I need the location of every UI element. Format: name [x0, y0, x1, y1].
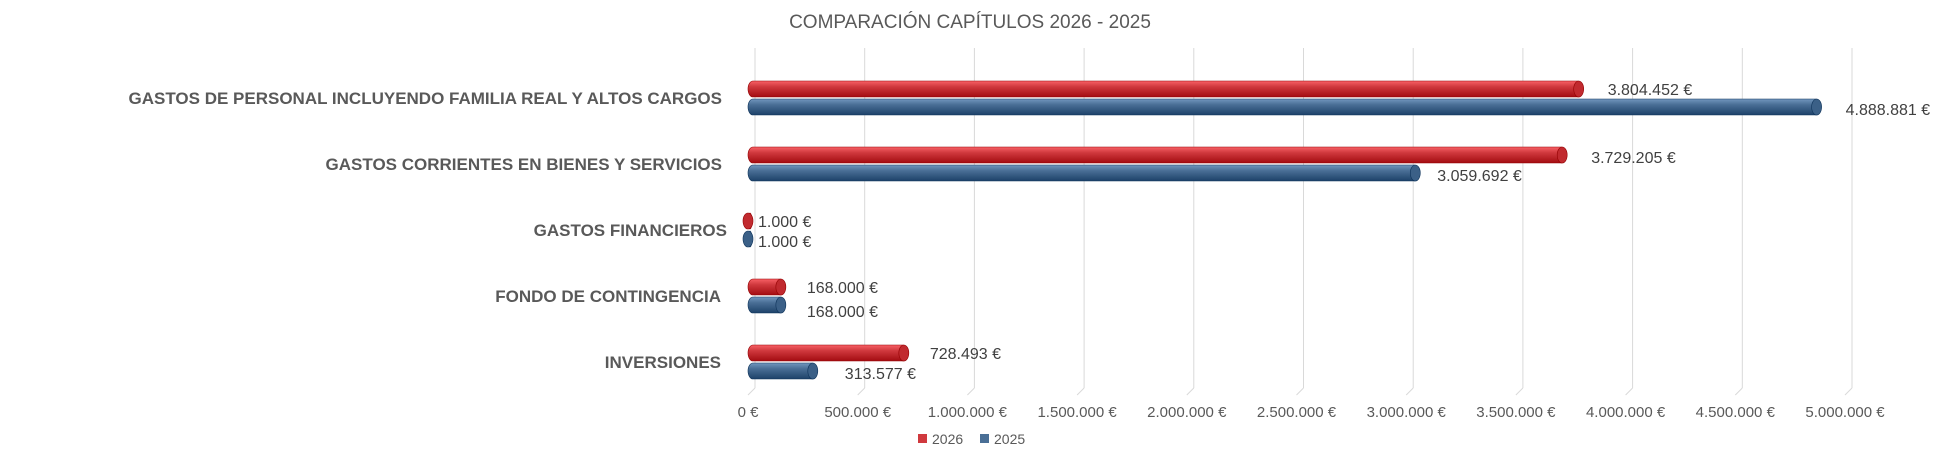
gridline-floor: [1844, 387, 1853, 396]
bar-2025: [747, 296, 787, 314]
data-label: 313.577 €: [845, 366, 916, 383]
bar-2026: [747, 146, 1568, 164]
data-labels: 3.804.452 € 4.888.881 € 3.729.205 € 3.059.6…: [758, 82, 1930, 383]
gridline-floor: [1625, 387, 1633, 396]
gridline-floor: [1515, 387, 1524, 396]
category-label: GASTOS FINANCIEROS: [534, 221, 727, 240]
category-label: INVERSIONES: [605, 353, 721, 372]
data-label: 4.888.881 €: [1846, 102, 1931, 119]
data-label: 3.804.452 €: [1608, 82, 1693, 99]
x-tick-label: 2.000.000 €: [1147, 404, 1227, 421]
bar-2025: [747, 164, 1421, 182]
x-tick-label: 4.500.000 €: [1696, 404, 1776, 421]
data-label: 3.059.692 €: [1437, 168, 1522, 185]
category-label: GASTOS DE PERSONAL INCLUYENDO FAMILIA RE…: [129, 89, 723, 108]
gridline-floor: [747, 387, 756, 396]
x-tick-label: 1.500.000 €: [1037, 404, 1117, 421]
gridline-floor: [857, 387, 866, 396]
bar-2025: [747, 362, 819, 380]
data-label: 728.493 €: [930, 346, 1001, 363]
data-label: 168.000 €: [807, 280, 878, 297]
gridline-floor: [1076, 387, 1085, 396]
legend-swatch: [980, 434, 989, 443]
x-tick-label: 1.000.000 €: [928, 404, 1008, 421]
gridline-floor: [967, 387, 975, 396]
legend: 2026 2025: [918, 431, 1025, 447]
gridline-floor: [1296, 387, 1304, 396]
x-tick-label: 2.500.000 €: [1257, 404, 1337, 421]
category-label: FONDO DE CONTINGENCIA: [495, 287, 721, 306]
data-label: 3.729.205 €: [1591, 150, 1676, 167]
gridline-floor: [1734, 387, 1743, 396]
data-label: 1.000 €: [758, 234, 811, 251]
x-tick-label: 500.000 €: [824, 404, 891, 421]
x-tick-label: 0 €: [738, 404, 760, 421]
bar-2025: [742, 230, 754, 248]
bar-2025: [747, 98, 1822, 116]
legend-swatch: [918, 434, 927, 443]
x-axis-ticks: 0 € 500.000 € 1.000.000 € 1.500.000 € 2.000.…: [738, 404, 1886, 421]
bar-2026: [747, 80, 1584, 98]
bars: [742, 80, 1822, 380]
bar-2026: [742, 212, 754, 230]
legend-label: 2025: [994, 431, 1025, 447]
bar-2026: [747, 278, 787, 296]
gridline-floor: [1186, 387, 1195, 396]
category-labels: GASTOS DE PERSONAL INCLUYENDO FAMILIA RE…: [129, 89, 728, 372]
data-label: 1.000 €: [758, 214, 811, 231]
bar-2026: [747, 344, 910, 362]
x-tick-label: 3.500.000 €: [1476, 404, 1556, 421]
category-label: GASTOS CORRIENTES EN BIENES Y SERVICIOS: [326, 155, 722, 174]
chart-title: COMPARACIÓN CAPÍTULOS 2026 - 2025: [789, 11, 1151, 33]
x-tick-label: 3.000.000 €: [1367, 404, 1447, 421]
data-label: 168.000 €: [807, 304, 878, 321]
legend-label: 2026: [932, 431, 963, 447]
x-tick-label: 4.000.000 €: [1586, 404, 1666, 421]
x-tick-label: 5.000.000 €: [1805, 404, 1885, 421]
gridline-floor: [1405, 387, 1414, 396]
